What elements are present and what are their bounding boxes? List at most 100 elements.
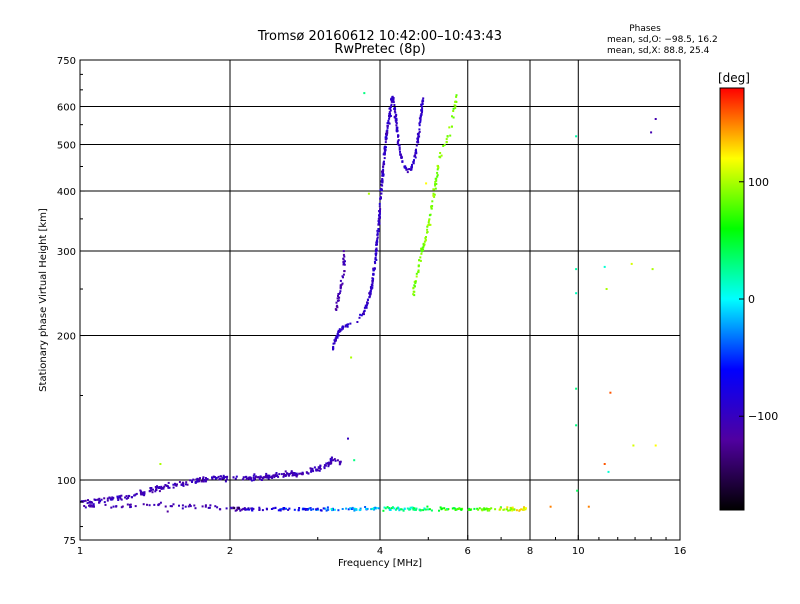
data-point [455, 508, 458, 511]
data-point [312, 470, 315, 473]
y-tick-label: 300 [57, 247, 76, 258]
data-point [443, 143, 446, 146]
data-point [422, 97, 425, 100]
data-point [575, 292, 578, 295]
data-point [384, 141, 387, 144]
data-point [234, 509, 237, 512]
data-point [395, 122, 398, 125]
data-point [605, 288, 608, 290]
data-point [194, 481, 197, 484]
data-point [392, 101, 395, 104]
data-point [393, 116, 396, 119]
data-point [443, 507, 446, 510]
data-point [335, 305, 338, 308]
data-point [374, 254, 377, 257]
data-point [248, 508, 251, 511]
data-point [388, 508, 391, 511]
data-point [394, 108, 397, 111]
data-point [392, 99, 395, 102]
data-point [341, 508, 344, 510]
data-point [395, 127, 398, 130]
data-point [422, 244, 425, 247]
data-point [452, 116, 455, 119]
data-point [366, 507, 369, 510]
data-point [90, 501, 93, 503]
data-point [285, 472, 288, 475]
data-point [426, 224, 429, 227]
data-point [342, 273, 345, 276]
data-point [332, 342, 335, 345]
data-point [417, 139, 419, 142]
data-point [124, 496, 127, 499]
data-point [416, 137, 419, 140]
data-point [511, 509, 514, 512]
data-point [390, 97, 393, 100]
data-point [276, 474, 279, 477]
data-point [353, 459, 356, 462]
data-point [452, 507, 455, 510]
data-point [258, 508, 261, 511]
data-point [386, 130, 389, 133]
colorbar-tick-label: 100 [748, 176, 769, 189]
data-point [343, 255, 346, 258]
data-point [141, 491, 144, 494]
data-point [377, 223, 380, 226]
data-point [103, 501, 106, 504]
data-point [347, 437, 349, 440]
data-point [159, 501, 162, 504]
data-point [336, 336, 339, 339]
data-point [169, 505, 172, 508]
colorbar-ticks: 100 0 −100 [739, 176, 778, 423]
data-point [204, 505, 207, 508]
data-point [164, 484, 167, 486]
data-point [261, 509, 264, 512]
data-point [218, 508, 221, 511]
data-point [230, 507, 233, 510]
data-point [434, 180, 437, 183]
data-point [349, 322, 352, 325]
data-point [422, 509, 425, 512]
stats-x-mode: mean, sd,X: 88.8, 25.4 [607, 46, 710, 56]
data-point [330, 456, 333, 459]
data-point [203, 479, 206, 482]
data-point [209, 504, 212, 507]
data-point [245, 478, 248, 480]
data-point [172, 503, 175, 506]
data-point [253, 473, 256, 476]
data-point [381, 184, 384, 187]
data-point [334, 308, 337, 311]
data-point [416, 133, 419, 136]
data-point [419, 116, 422, 119]
data-point [278, 473, 281, 476]
data-point [204, 504, 207, 507]
data-point [374, 250, 377, 253]
data-point [356, 321, 359, 323]
data-point [170, 505, 173, 508]
data-point [139, 489, 142, 492]
data-point [522, 507, 525, 510]
data-point [387, 119, 390, 122]
data-point [389, 115, 392, 117]
x-tick-label: 4 [377, 546, 383, 557]
chart-title: Tromsø 20160612 10:42:00–10:43:43 [257, 29, 502, 44]
data-point [167, 485, 169, 488]
data-point [433, 193, 436, 196]
data-point [310, 508, 313, 511]
data-point [310, 469, 313, 472]
data-point [403, 507, 406, 510]
data-point [436, 175, 439, 178]
data-point [195, 478, 198, 481]
data-point [325, 462, 328, 465]
data-point [184, 505, 187, 508]
data-point [251, 507, 254, 510]
data-point [270, 508, 273, 510]
data-point [427, 221, 430, 224]
chart-subtitle: RwPretec (8p) [334, 42, 425, 57]
data-point [148, 504, 151, 507]
data-point [503, 508, 506, 511]
data-point [515, 509, 518, 512]
data-point [373, 507, 376, 509]
data-point [549, 505, 552, 508]
data-point [376, 236, 379, 239]
data-point [415, 144, 418, 147]
